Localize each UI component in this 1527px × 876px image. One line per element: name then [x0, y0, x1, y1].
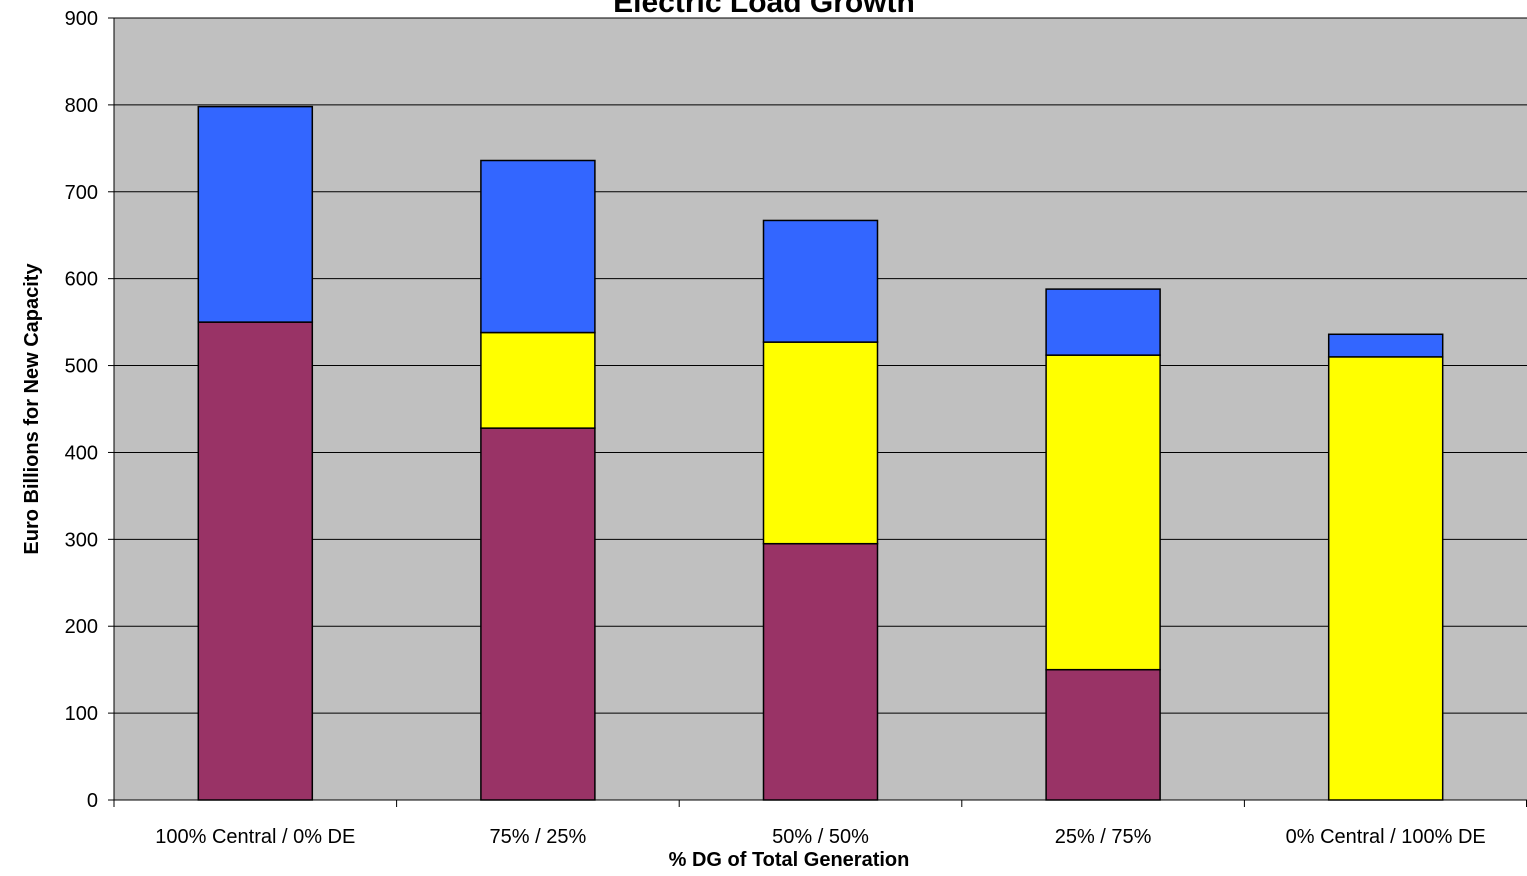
y-tick-label: 500 — [65, 356, 98, 378]
bar-segment-series-2 — [1327, 356, 1444, 801]
bars — [197, 105, 1444, 801]
bar-segment-series-1 — [197, 321, 314, 801]
y-tick-labels: 0 100 200 300 400 500 600 700 800 900 — [65, 8, 98, 812]
y-tick-label: 600 — [65, 269, 98, 291]
bar-segment-series-3 — [1045, 288, 1161, 356]
bar-segment-series-2 — [1045, 354, 1161, 671]
bar-segment-series-2 — [480, 331, 596, 429]
y-axis-title: Euro Billions for New Capacity — [21, 263, 43, 555]
x-tick-label: 0% Central / 100% DE — [1286, 826, 1486, 848]
bar-segment-series-3 — [197, 105, 314, 323]
x-axis-title: % DG of Total Generation — [669, 849, 910, 871]
bar-segment-series-3 — [762, 219, 879, 343]
y-tick-label: 200 — [65, 616, 98, 638]
bar-segment-series-3 — [480, 159, 596, 334]
bar-segment-series-1 — [762, 542, 879, 801]
x-tick-label: 25% / 75% — [1055, 826, 1152, 848]
y-tick-label: 900 — [65, 8, 98, 30]
x-tick-labels: 100% Central / 0% DE 75% / 25% 50% / 50% 25… — [155, 826, 1486, 848]
bar-segment-series-1 — [480, 427, 596, 801]
y-tick-label: 0 — [87, 790, 98, 812]
chart-title: Electric Load Growth — [613, 0, 915, 19]
x-tick-label: 50% / 50% — [772, 826, 869, 848]
bar-segment-series-3 — [1327, 333, 1444, 358]
y-tick-label: 300 — [65, 529, 98, 551]
y-tick-label: 800 — [65, 95, 98, 117]
y-tick-label: 700 — [65, 182, 98, 204]
x-tick-label: 75% / 25% — [490, 826, 587, 848]
x-tick-label: 100% Central / 0% DE — [155, 826, 355, 848]
bar-segment-series-2 — [762, 341, 879, 545]
y-tick-label: 100 — [65, 703, 98, 725]
y-tick-label: 400 — [65, 442, 98, 464]
bar-segment-series-1 — [1045, 668, 1161, 801]
